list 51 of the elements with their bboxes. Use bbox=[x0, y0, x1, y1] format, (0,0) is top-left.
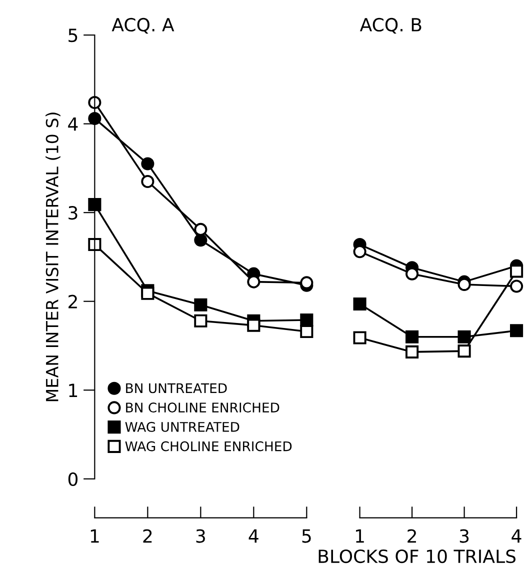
x-tick-label: 3 bbox=[196, 529, 205, 543]
point bbox=[353, 331, 366, 344]
point bbox=[194, 314, 208, 328]
point bbox=[141, 174, 154, 188]
point bbox=[88, 112, 102, 126]
point bbox=[300, 313, 314, 327]
legend-label: BN UNTREATED bbox=[126, 383, 227, 394]
legend-label: WAG CHOLINE ENRICHED bbox=[125, 441, 292, 452]
x-tick-label: 4 bbox=[512, 529, 522, 543]
point bbox=[88, 198, 102, 212]
point bbox=[194, 298, 208, 312]
x-tick-label: 4 bbox=[248, 529, 258, 543]
point bbox=[300, 276, 314, 290]
point bbox=[458, 330, 471, 344]
y-axis-title: MEAN INTER VISIT INTERVAL (10 S) bbox=[46, 112, 60, 402]
chart-title: ACQ. B bbox=[360, 18, 422, 34]
point bbox=[353, 245, 366, 258]
y-tick-label: 2 bbox=[68, 294, 77, 308]
point bbox=[406, 330, 419, 344]
legend-label: WAG UNTREATED bbox=[125, 422, 240, 432]
y-tick-label: 4 bbox=[68, 118, 78, 131]
x-tick-label: 2 bbox=[408, 529, 416, 543]
point bbox=[406, 345, 419, 358]
point bbox=[88, 96, 102, 110]
chart-title: ACQ. A bbox=[112, 18, 174, 34]
point bbox=[458, 278, 471, 292]
point bbox=[247, 318, 260, 332]
point bbox=[88, 238, 102, 252]
point bbox=[194, 222, 208, 236]
point bbox=[406, 267, 419, 280]
x-tick-label: 5 bbox=[302, 529, 311, 543]
point bbox=[353, 297, 366, 311]
point bbox=[510, 280, 524, 293]
point bbox=[300, 324, 314, 338]
point bbox=[510, 264, 524, 278]
point bbox=[458, 344, 471, 358]
point bbox=[194, 234, 208, 247]
x-tick-label: 3 bbox=[460, 529, 469, 543]
x-tick-label: 1 bbox=[90, 529, 99, 543]
y-tick-label: 0 bbox=[68, 472, 78, 486]
point bbox=[247, 275, 260, 288]
x-tick-label: 1 bbox=[356, 529, 364, 543]
point bbox=[510, 324, 524, 338]
point bbox=[141, 157, 154, 170]
x-axis-title: BLOCKS OF 10 TRIALS bbox=[318, 549, 516, 564]
point bbox=[141, 286, 154, 300]
y-tick-label: 1 bbox=[69, 384, 78, 397]
y-tick-label: 3 bbox=[68, 206, 78, 220]
x-tick-label: 2 bbox=[143, 529, 152, 543]
legend-label: BN CHOLINE ENRICHED bbox=[126, 402, 280, 413]
y-tick-label: 5 bbox=[68, 28, 78, 42]
